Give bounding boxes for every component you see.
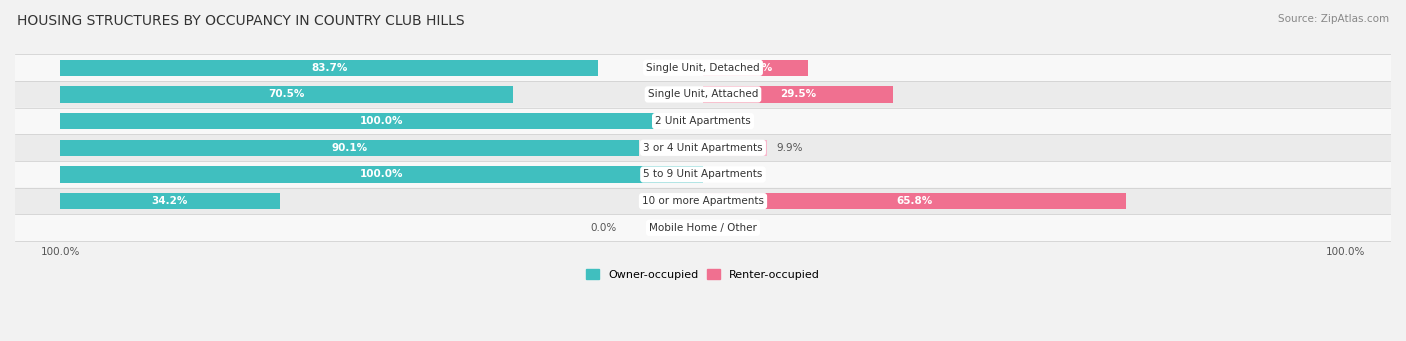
FancyBboxPatch shape bbox=[15, 134, 1391, 161]
Text: 10 or more Apartments: 10 or more Apartments bbox=[643, 196, 763, 206]
Text: 100.0%: 100.0% bbox=[360, 169, 404, 179]
Bar bbox=[703, 193, 1126, 209]
Text: 0.0%: 0.0% bbox=[713, 223, 740, 233]
Text: HOUSING STRUCTURES BY OCCUPANCY IN COUNTRY CLUB HILLS: HOUSING STRUCTURES BY OCCUPANCY IN COUNT… bbox=[17, 14, 464, 28]
Text: 70.5%: 70.5% bbox=[269, 89, 305, 100]
Bar bbox=[60, 139, 640, 156]
Text: 100.0%: 100.0% bbox=[41, 247, 80, 257]
Text: 0.0%: 0.0% bbox=[591, 223, 616, 233]
Text: 100.0%: 100.0% bbox=[1326, 247, 1365, 257]
Text: 9.9%: 9.9% bbox=[776, 143, 803, 153]
Text: Single Unit, Detached: Single Unit, Detached bbox=[647, 63, 759, 73]
Text: 2 Unit Apartments: 2 Unit Apartments bbox=[655, 116, 751, 126]
Text: 100.0%: 100.0% bbox=[360, 116, 404, 126]
Bar bbox=[703, 139, 766, 156]
Bar bbox=[60, 59, 598, 76]
FancyBboxPatch shape bbox=[15, 161, 1391, 188]
Text: 16.3%: 16.3% bbox=[737, 63, 773, 73]
Bar bbox=[703, 86, 893, 103]
Text: Single Unit, Attached: Single Unit, Attached bbox=[648, 89, 758, 100]
FancyBboxPatch shape bbox=[15, 188, 1391, 214]
Bar bbox=[60, 166, 703, 183]
Bar bbox=[60, 193, 280, 209]
Text: 34.2%: 34.2% bbox=[152, 196, 188, 206]
Text: 65.8%: 65.8% bbox=[897, 196, 932, 206]
Text: 90.1%: 90.1% bbox=[332, 143, 368, 153]
Text: 83.7%: 83.7% bbox=[311, 63, 347, 73]
Text: 29.5%: 29.5% bbox=[780, 89, 815, 100]
Text: 0.0%: 0.0% bbox=[713, 169, 740, 179]
Legend: Owner-occupied, Renter-occupied: Owner-occupied, Renter-occupied bbox=[581, 265, 825, 284]
Bar bbox=[703, 59, 808, 76]
FancyBboxPatch shape bbox=[15, 81, 1391, 108]
Text: Mobile Home / Other: Mobile Home / Other bbox=[650, 223, 756, 233]
Text: Source: ZipAtlas.com: Source: ZipAtlas.com bbox=[1278, 14, 1389, 24]
Text: 3 or 4 Unit Apartments: 3 or 4 Unit Apartments bbox=[643, 143, 763, 153]
FancyBboxPatch shape bbox=[15, 214, 1391, 241]
FancyBboxPatch shape bbox=[15, 108, 1391, 134]
FancyBboxPatch shape bbox=[15, 55, 1391, 81]
Text: 0.0%: 0.0% bbox=[713, 116, 740, 126]
Bar bbox=[60, 113, 703, 129]
Text: 5 to 9 Unit Apartments: 5 to 9 Unit Apartments bbox=[644, 169, 762, 179]
Bar bbox=[60, 86, 513, 103]
